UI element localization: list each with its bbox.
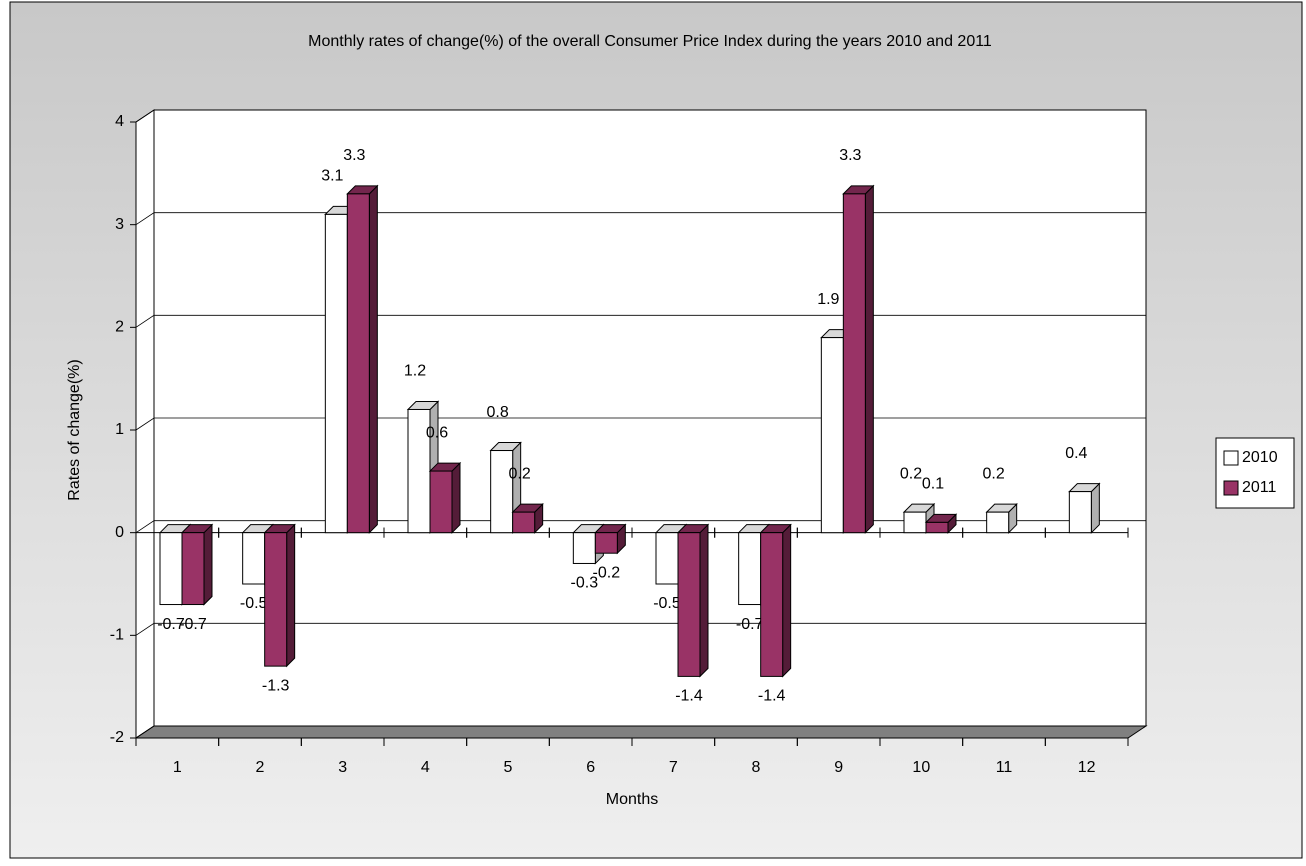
x-tick-label: 7 bbox=[669, 759, 678, 776]
bar-front bbox=[572, 532, 596, 564]
x-tick-label: 2 bbox=[256, 759, 265, 776]
value-label: 0.8 bbox=[487, 404, 509, 421]
x-tick-label: 1 bbox=[173, 759, 182, 776]
bar-front bbox=[903, 511, 927, 534]
value-label: -0.5 bbox=[240, 595, 268, 612]
grid-line bbox=[135, 109, 1146, 123]
y-axis-title: Rates of change(%) bbox=[66, 359, 83, 500]
value-label: 0.6 bbox=[426, 424, 448, 441]
value-label: 1.2 bbox=[404, 363, 426, 380]
bar-side bbox=[782, 523, 792, 678]
grid-line bbox=[135, 725, 1146, 739]
grid-line bbox=[135, 622, 1146, 636]
bar-front bbox=[760, 532, 784, 677]
value-label: -0.3 bbox=[571, 575, 599, 592]
bar bbox=[842, 184, 875, 534]
value-label: -1.4 bbox=[675, 688, 703, 705]
value-label: 1.9 bbox=[817, 291, 839, 308]
legend-swatch bbox=[1223, 450, 1239, 466]
bar bbox=[346, 184, 379, 534]
legend-label: 2010 bbox=[1242, 449, 1278, 466]
grid-line bbox=[135, 520, 1146, 533]
bar-front bbox=[346, 193, 370, 534]
bar bbox=[985, 502, 1018, 534]
bar bbox=[676, 523, 710, 678]
value-label: -1.4 bbox=[758, 688, 786, 705]
bar-front bbox=[181, 532, 205, 606]
x-tick-label: 9 bbox=[834, 759, 843, 776]
bar-front bbox=[594, 532, 618, 554]
y-tick-label: -1 bbox=[110, 627, 124, 644]
bar bbox=[180, 523, 214, 606]
value-label: 0.2 bbox=[983, 465, 1005, 482]
bar-front bbox=[512, 511, 536, 534]
x-axis-title: Months bbox=[606, 791, 658, 808]
value-label: 0.2 bbox=[509, 465, 531, 482]
bar-front bbox=[1068, 491, 1092, 534]
bar-front bbox=[264, 532, 288, 667]
value-label: -1.3 bbox=[262, 677, 290, 694]
bar-side bbox=[368, 184, 378, 534]
bar-front bbox=[738, 532, 762, 606]
x-tick-label: 8 bbox=[752, 759, 761, 776]
legend: 2010 2011 bbox=[1215, 437, 1295, 509]
x-tick-label: 3 bbox=[338, 759, 347, 776]
grid-line bbox=[135, 417, 1146, 431]
chart-title: Monthly rates of change(%) of the overal… bbox=[308, 33, 992, 50]
value-label: -0.2 bbox=[593, 564, 621, 581]
bar-side bbox=[203, 523, 213, 606]
value-label: 0.1 bbox=[922, 476, 944, 493]
x-tick-label: 12 bbox=[1078, 759, 1096, 776]
y-tick-label: 4 bbox=[115, 113, 124, 130]
value-label: -0.5 bbox=[653, 595, 681, 612]
bar-front bbox=[842, 193, 866, 534]
value-label: 0.2 bbox=[900, 465, 922, 482]
value-label: 3.1 bbox=[321, 168, 343, 185]
x-tick-label: 11 bbox=[996, 759, 1013, 776]
y-tick-label: 3 bbox=[115, 216, 124, 233]
bar-side bbox=[286, 523, 296, 668]
x-tick-label: 6 bbox=[586, 759, 595, 776]
bar-front bbox=[986, 511, 1010, 534]
x-tick-label: 10 bbox=[912, 759, 930, 776]
bar-front bbox=[820, 337, 844, 534]
legend-box bbox=[1215, 437, 1295, 509]
y-tick-label: 1 bbox=[115, 421, 124, 438]
x-tick-label: 4 bbox=[421, 759, 430, 776]
bar bbox=[594, 523, 627, 555]
bar bbox=[924, 513, 958, 534]
x-tick-label: 5 bbox=[504, 759, 513, 776]
value-label: 3.3 bbox=[343, 147, 365, 164]
legend-swatch bbox=[1223, 480, 1239, 496]
bar bbox=[759, 523, 792, 678]
bar-front bbox=[324, 213, 348, 534]
grid-line bbox=[135, 212, 1146, 225]
y-tick-label: 0 bbox=[115, 524, 124, 541]
bar-front bbox=[490, 450, 514, 534]
value-label: 0.4 bbox=[1065, 445, 1087, 462]
bar-front bbox=[242, 532, 266, 585]
bar-front bbox=[159, 532, 183, 606]
bar bbox=[1068, 482, 1101, 534]
bar-front bbox=[677, 532, 701, 677]
floor bbox=[134, 725, 1148, 739]
value-label: -0.7 bbox=[179, 616, 207, 633]
y-tick-label: -2 bbox=[110, 729, 124, 746]
bar-front bbox=[925, 521, 949, 534]
bar-side bbox=[864, 184, 874, 534]
bar bbox=[263, 523, 296, 668]
value-label: -0.7 bbox=[157, 616, 185, 633]
bar-side bbox=[699, 523, 709, 678]
bar-front bbox=[429, 470, 453, 534]
legend-label: 2011 bbox=[1242, 479, 1277, 496]
bar-front bbox=[655, 532, 679, 585]
y-tick-label: 2 bbox=[115, 319, 124, 336]
grid-line bbox=[135, 314, 1146, 328]
bar bbox=[428, 461, 462, 534]
bar bbox=[511, 502, 544, 534]
value-label: -0.7 bbox=[736, 616, 764, 633]
bar-side bbox=[451, 461, 461, 534]
value-label: 3.3 bbox=[839, 147, 861, 164]
